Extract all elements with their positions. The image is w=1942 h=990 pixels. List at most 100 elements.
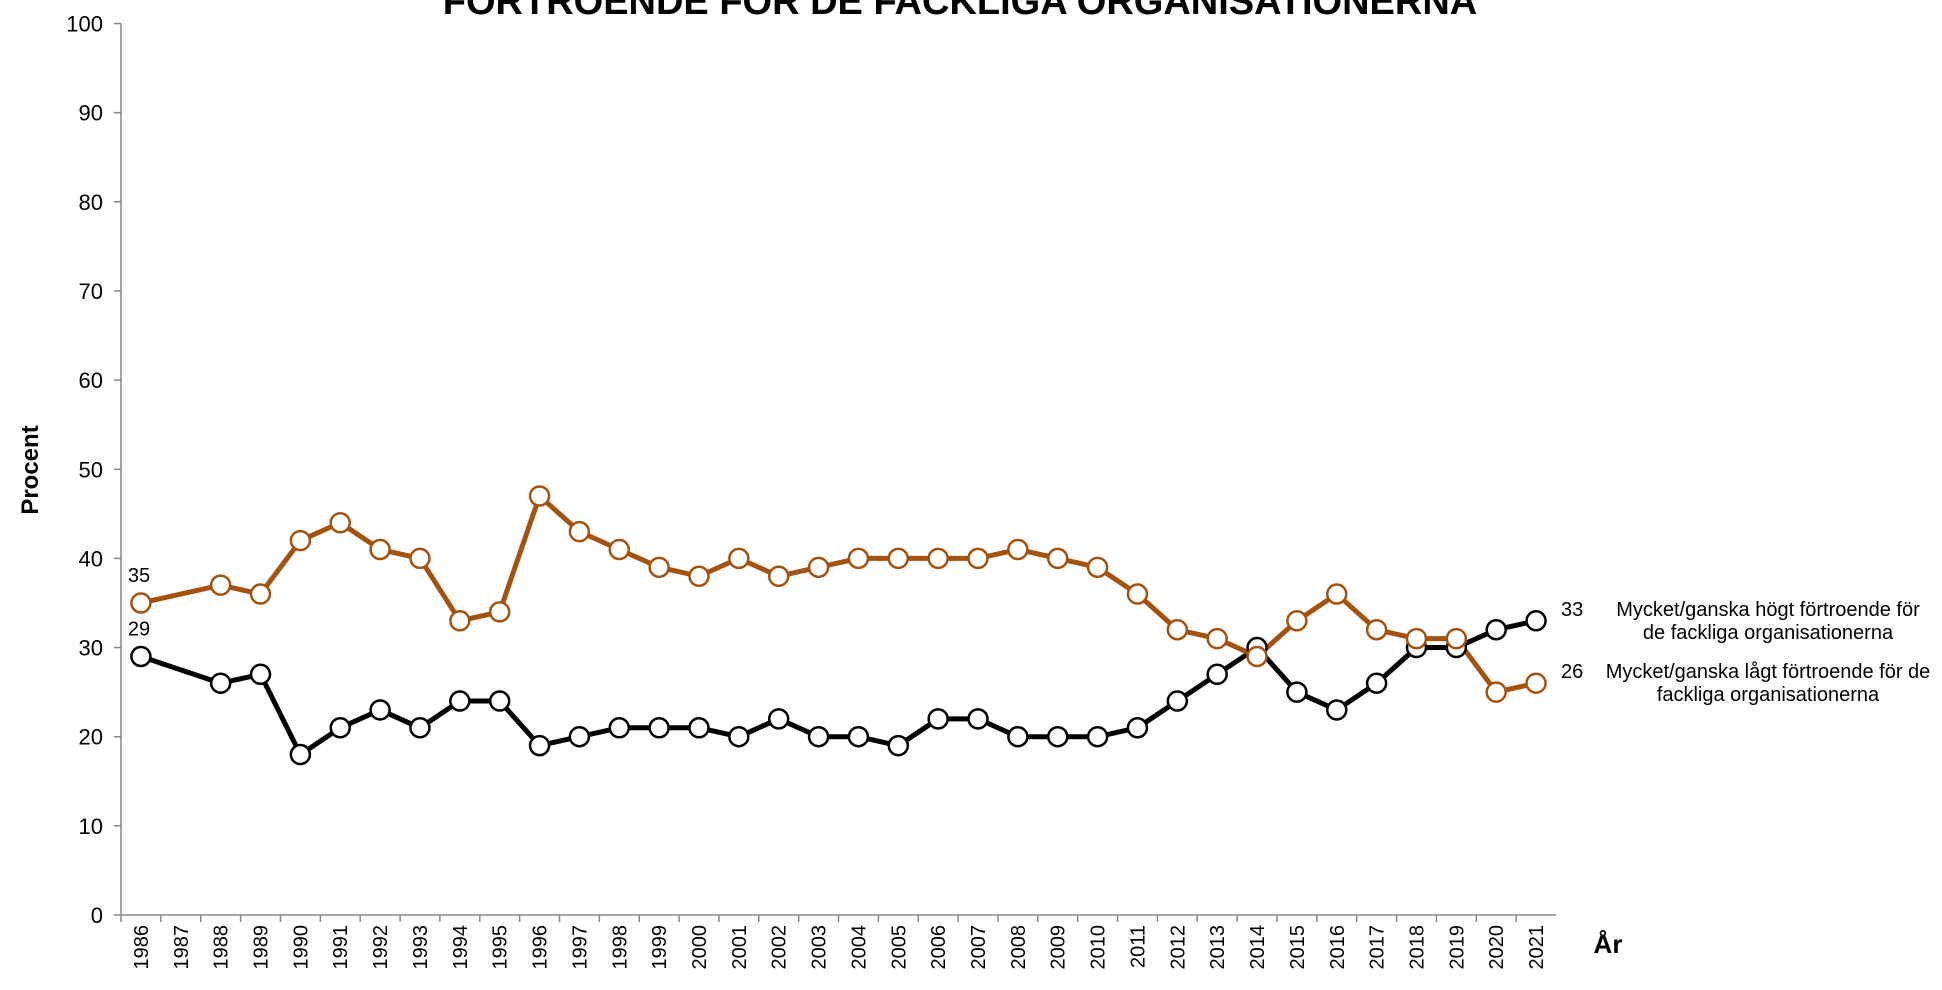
marker [1046,547,1069,570]
x-tick-label: 2005 [888,925,910,970]
marker [528,485,551,507]
x-tick-label: 2017 [1367,925,1389,970]
marker [1365,672,1388,694]
y-tick-label: 20 [79,725,103,750]
y-tick-label: 50 [79,457,103,482]
x-tick-label: 2020 [1486,925,1508,970]
y-tick-label: 80 [79,190,103,215]
marker [1286,681,1308,703]
marker [1445,627,1468,650]
marker [887,734,910,757]
x-tick-label: 2010 [1088,925,1110,970]
y-tick-label: 70 [79,279,103,304]
x-tick-label: 1989 [251,925,273,970]
x-tick-label: 2011 [1127,925,1149,968]
x-tick-label: 1991 [330,925,352,970]
marker [648,717,670,739]
y-tick-label: 100 [66,12,103,37]
marker [249,583,272,605]
end-value-label: 26 [1561,661,1584,684]
x-tick-label: 2019 [1446,925,1468,970]
marker [289,743,312,766]
marker [209,574,232,596]
end-value-label: 33 [1561,598,1584,621]
marker [1405,627,1428,650]
marker [847,547,870,570]
marker [1286,610,1308,632]
y-tick-label: 40 [79,546,103,571]
legend-entry: 33 Mycket/ganska högt förtroende för de f… [1561,599,1933,645]
x-tick-label: 2002 [769,925,791,970]
start-value-label: 35 [128,565,150,587]
marker [767,708,790,730]
marker [130,645,152,668]
x-tick-label: 1998 [609,925,631,970]
marker [887,547,910,570]
marker [130,592,152,614]
marker [568,520,591,543]
x-tick-label: 1996 [530,925,552,970]
marker [449,610,471,632]
marker [528,734,551,757]
legend-entry: 26 Mycket/ganska lågt förtroende för de f… [1561,661,1933,707]
marker [568,725,591,748]
marker [807,556,830,579]
marker [648,556,670,579]
marker [488,601,511,623]
y-tick-label: 10 [79,814,103,839]
y-tick-label: 90 [79,101,103,126]
marker [1485,618,1507,641]
x-tick-label: 2007 [968,925,990,970]
marker [847,725,870,748]
marker [1206,627,1228,650]
x-tick-label: 2013 [1207,925,1229,970]
marker [1166,690,1189,712]
marker [488,690,511,712]
marker [1326,583,1348,605]
x-tick-label: 2008 [1008,925,1030,970]
marker [1326,699,1348,721]
marker [1206,663,1228,686]
marker [329,511,351,534]
x-tick-label: 1994 [450,925,472,970]
marker [409,717,431,739]
marker [927,547,949,570]
x-tick-label: 2014 [1247,925,1269,970]
series-line [140,618,1537,758]
marker [1086,725,1109,748]
marker [688,565,710,587]
x-tick-label: 2018 [1406,925,1428,970]
marker [1485,681,1507,703]
marker [1126,583,1149,605]
x-tick-label: 1990 [290,925,312,970]
x-axis-label: År [1594,929,1623,959]
marker [807,725,830,748]
x-tick-label: 2009 [1048,925,1070,970]
marker [289,529,312,552]
y-tick-label: 60 [79,368,103,393]
marker [369,699,391,721]
marker [249,663,272,686]
marker [608,538,631,561]
marker [927,708,949,730]
x-tick-label: 2015 [1287,925,1309,970]
x-tick-label: 1995 [490,925,512,970]
x-tick-label: 1997 [569,925,591,970]
marker [1525,672,1547,694]
x-tick-label: 1988 [211,925,233,970]
marker [1007,538,1029,561]
x-tick-label: 2016 [1327,925,1349,970]
marker [449,690,471,712]
marker [1246,645,1268,668]
marker [688,717,710,739]
x-tick-label: 1986 [131,925,153,970]
y-tick-label: 0 [91,903,103,928]
x-tick-label: 1993 [410,925,432,970]
x-tick-label: 1987 [171,925,193,970]
marker [608,717,631,739]
x-tick-label: 2012 [1167,925,1189,970]
marker [369,538,391,561]
marker [728,547,750,570]
